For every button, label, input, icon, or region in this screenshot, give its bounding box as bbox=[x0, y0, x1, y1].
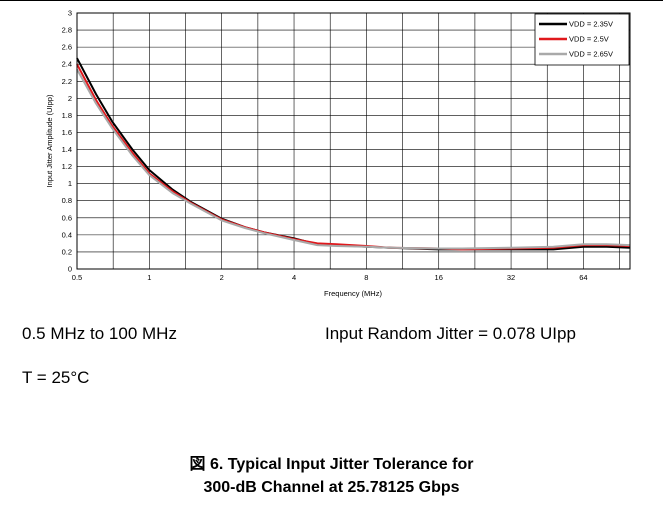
legend-label: VDD = 2.65V bbox=[569, 50, 613, 59]
y-tick-label: 1.6 bbox=[62, 128, 72, 137]
temperature-note: T = 25°C bbox=[22, 368, 90, 387]
series-lines bbox=[76, 57, 631, 251]
series-line bbox=[76, 68, 631, 250]
legend-label: VDD = 2.5V bbox=[569, 35, 609, 44]
y-tick-label: 2.8 bbox=[62, 26, 72, 35]
random-jitter-note: Input Random Jitter = 0.078 UIpp bbox=[325, 324, 576, 343]
x-tick-label: 1 bbox=[147, 273, 151, 282]
caption-line-2: 300-dB Channel at 25.78125 Gbps bbox=[203, 479, 460, 496]
legend-label: VDD = 2.35V bbox=[569, 20, 613, 29]
y-tick-label: 0.8 bbox=[62, 196, 72, 205]
y-tick-label: 0.6 bbox=[62, 213, 72, 222]
frequency-range-note: 0.5 MHz to 100 MHz bbox=[22, 324, 177, 343]
y-tick-label: 0 bbox=[68, 265, 72, 274]
y-tick-label: 0.4 bbox=[62, 230, 72, 239]
x-tick-label: 4 bbox=[292, 273, 296, 282]
x-tick-label: 2 bbox=[220, 273, 224, 282]
y-tick-label: 2.4 bbox=[62, 60, 72, 69]
caption-line-1: 図 6. Typical Input Jitter Tolerance for bbox=[189, 456, 474, 473]
y-tick-label: 2.2 bbox=[62, 77, 72, 86]
x-tick-label: 32 bbox=[507, 273, 515, 282]
y-axis-ticks: 0 0.2 0.4 0.6 0.8 1 1.2 1.4 1.6 1.8 2 2.2 2.4 2.6 2.8 3 bbox=[62, 9, 72, 274]
y-axis-label: Input Jitter Amplitude (UIpp) bbox=[45, 94, 54, 187]
y-tick-label: 1.4 bbox=[62, 145, 72, 154]
x-tick-label: 64 bbox=[579, 273, 587, 282]
plot-frame bbox=[76, 12, 631, 270]
y-tick-label: 0.2 bbox=[62, 247, 72, 256]
legend: VDD = 2.35V VDD = 2.5V VDD = 2.65V bbox=[534, 13, 630, 66]
x-tick-label: 0.5 bbox=[72, 273, 82, 282]
y-tick-label: 1.2 bbox=[62, 162, 72, 171]
y-tick-label: 2.6 bbox=[62, 43, 72, 52]
y-tick-label: 1.8 bbox=[62, 111, 72, 120]
top-rule bbox=[0, 0, 663, 1]
x-tick-label: 16 bbox=[435, 273, 443, 282]
figure-caption: 図 6. Typical Input Jitter Tolerance for … bbox=[0, 453, 663, 499]
x-tick-label: 8 bbox=[364, 273, 368, 282]
grid bbox=[77, 12, 630, 270]
y-tick-label: 1 bbox=[68, 179, 72, 188]
x-axis-label: Frequency (MHz) bbox=[324, 289, 382, 298]
jitter-tolerance-chart: 0 0.2 0.4 0.6 0.8 1 1.2 1.4 1.6 1.8 2 2.2 2.4 2.6 2.8 3… bbox=[45, 9, 631, 298]
x-axis-ticks: 0.5 1 2 4 8 16 32 64 bbox=[72, 273, 588, 282]
y-tick-label: 3 bbox=[68, 9, 72, 18]
y-tick-label: 2 bbox=[68, 94, 72, 103]
